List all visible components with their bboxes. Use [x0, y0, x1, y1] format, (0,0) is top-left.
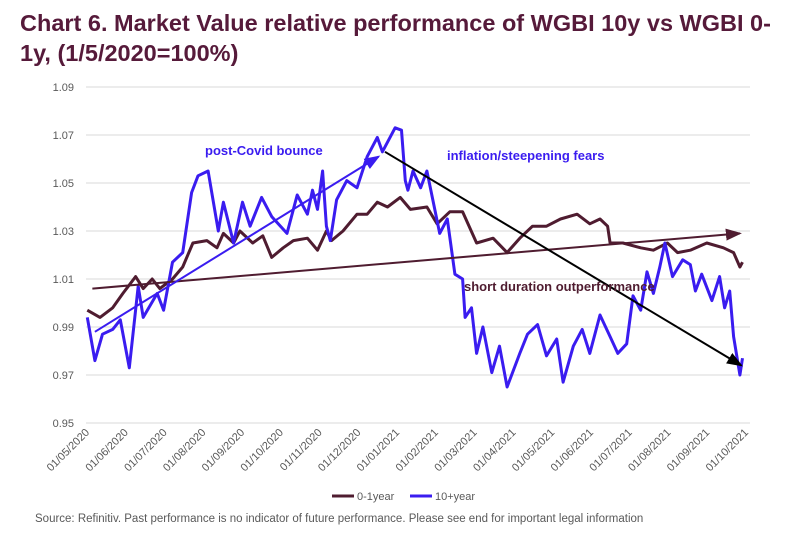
series-line-10plus-year [85, 126, 744, 389]
annotation-short-duration: short duration outperformance [464, 279, 655, 294]
legend-label-0-1year: 0-1year [357, 491, 395, 503]
y-tick-label: 0.99 [53, 322, 74, 334]
series-line-0-1year [86, 195, 744, 319]
y-axis-ticks: 1.09 1.07 1.05 1.03 1.01 0.99 0.97 0.95 [53, 82, 74, 430]
y-tick-label: 0.95 [53, 418, 74, 430]
x-axis-ticks: 01/05/202001/06/202001/07/202001/08/2020… [45, 427, 751, 474]
legend: 0-1year 10+year [332, 491, 475, 503]
legend-label-10plus-year: 10+year [435, 491, 475, 503]
y-tick-label: 1.05 [53, 178, 74, 190]
annotation-post-covid: post-Covid bounce [205, 143, 323, 158]
trend-arrow-0 [92, 228, 742, 290]
y-tick-label: 0.97 [53, 370, 74, 382]
y-tick-label: 1.07 [53, 130, 74, 142]
source-note: Source: Refinitiv. Past performance is n… [35, 513, 644, 525]
annotation-inflation: inflation/steepening fears [447, 148, 604, 163]
y-tick-label: 1.09 [53, 82, 74, 94]
series-lines [85, 126, 744, 389]
gridlines [86, 86, 750, 424]
chart-title: Chart 6. Market Value relative performan… [20, 10, 771, 66]
y-tick-label: 1.01 [53, 274, 74, 286]
y-tick-label: 1.03 [53, 226, 74, 238]
trend-arrows [92, 150, 743, 367]
trend-arrow-1 [94, 155, 381, 333]
trend-arrow-2 [384, 150, 743, 367]
